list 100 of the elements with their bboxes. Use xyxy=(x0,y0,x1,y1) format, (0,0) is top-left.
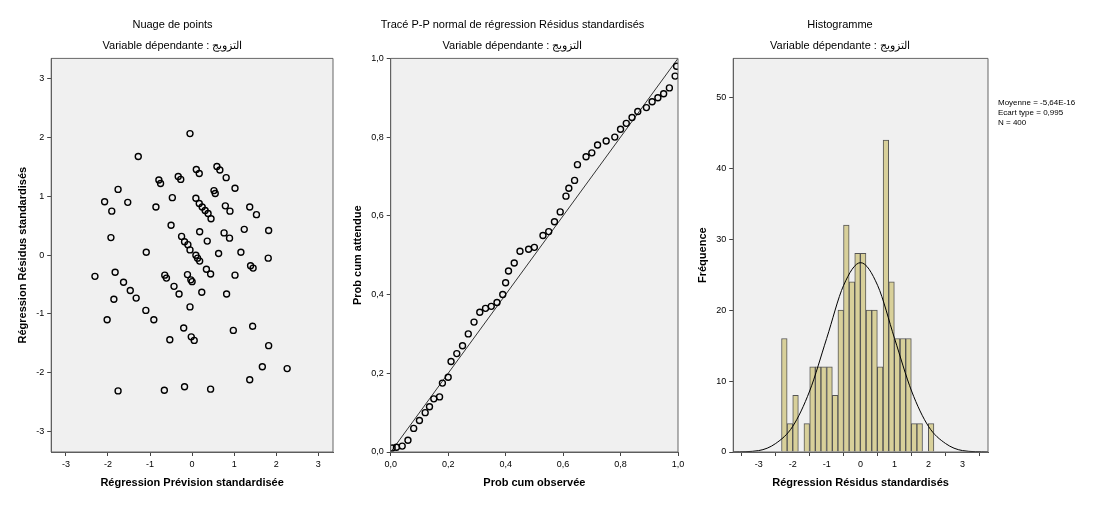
point xyxy=(654,94,662,102)
text: N = 400 xyxy=(998,118,1028,128)
point xyxy=(435,393,444,401)
y-tick-label: 0 xyxy=(721,446,727,457)
point xyxy=(464,330,472,338)
point xyxy=(398,442,406,450)
x-axis-title: Prob cum observée xyxy=(483,476,586,489)
chart-subtitle: Variable dépendante : التزويج xyxy=(442,38,583,52)
y-tick-label: 0,8 xyxy=(371,131,384,142)
x-tick-label: 1 xyxy=(892,458,898,469)
point xyxy=(481,304,490,313)
y-tick-label: 0 xyxy=(39,249,45,260)
x-tick-label: 0,6 xyxy=(556,458,570,469)
y-tick-label: -3 xyxy=(36,425,45,436)
point xyxy=(671,72,678,80)
y-tick-label: 10 xyxy=(716,375,727,386)
point xyxy=(550,218,559,226)
x-tick-label: 3 xyxy=(960,458,966,469)
point xyxy=(545,227,553,236)
point xyxy=(556,208,564,216)
point xyxy=(588,149,596,157)
y-tick-label: 0,2 xyxy=(371,367,384,378)
point xyxy=(493,298,501,307)
x-tick-label: -1 xyxy=(146,458,155,469)
point xyxy=(524,245,533,253)
point xyxy=(453,349,461,358)
point xyxy=(476,308,484,316)
point xyxy=(447,357,455,366)
x-tick-label: 1,0 xyxy=(671,458,685,469)
y-tick-label: -1 xyxy=(36,308,45,319)
y-axis-title: Régression Résidus standardisés xyxy=(15,166,28,344)
text: Ecart type = 0,995 xyxy=(998,108,1065,118)
point xyxy=(648,98,656,106)
point xyxy=(602,137,610,145)
y-tick-label: -2 xyxy=(36,367,45,378)
text: Moyenne = -5,64E-16 xyxy=(998,98,1077,108)
y-tick-label: 0,0 xyxy=(371,446,384,457)
x-tick-label: 2 xyxy=(926,458,932,469)
point xyxy=(404,436,412,444)
point xyxy=(516,247,524,255)
point xyxy=(392,443,401,451)
point xyxy=(421,408,429,417)
x-axis-title: Régression Prévision standardisée xyxy=(100,476,284,489)
point xyxy=(659,90,668,98)
y-tick-label: 30 xyxy=(716,233,727,244)
x-tick-label: -3 xyxy=(61,458,70,469)
point xyxy=(642,103,651,112)
y-tick-label: 0,6 xyxy=(371,210,384,221)
point xyxy=(616,125,625,133)
y-tick-label: 20 xyxy=(716,304,727,315)
point xyxy=(565,184,573,192)
point xyxy=(665,84,674,92)
point xyxy=(622,119,630,128)
x-tick-label: -2 xyxy=(788,458,797,469)
point xyxy=(628,113,636,122)
point xyxy=(530,243,539,252)
x-tick-label: 3 xyxy=(315,458,321,469)
point xyxy=(438,379,447,387)
x-axis-title: Régression Résidus standardisés xyxy=(772,476,949,489)
y-tick-label: 3 xyxy=(39,73,45,84)
y-tick-label: 2 xyxy=(39,132,45,143)
chart-title: Tracé P-P normal de régression Résidus standardisés xyxy=(380,17,645,30)
point xyxy=(593,141,602,149)
point xyxy=(430,395,438,403)
point xyxy=(634,107,642,116)
x-tick-label: 0,8 xyxy=(614,458,627,469)
x-tick-label: 0 xyxy=(189,458,195,469)
x-tick-label: 0 xyxy=(858,458,864,469)
chart-title: Histogramme xyxy=(807,17,873,30)
point xyxy=(415,416,424,425)
point xyxy=(458,342,467,350)
y-axis-title: Prob cum attendue xyxy=(350,205,363,306)
point xyxy=(499,290,507,299)
x-tick-label: 0,4 xyxy=(499,458,512,469)
chart-subtitle: Variable dépendante : التزويج xyxy=(770,38,910,52)
y-tick-label: 40 xyxy=(716,162,727,173)
x-tick-label: 2 xyxy=(273,458,279,469)
point xyxy=(539,231,547,240)
x-tick-label: -2 xyxy=(103,458,112,469)
x-tick-label: -3 xyxy=(754,458,763,469)
chart-title: Nuage de points xyxy=(132,17,214,30)
point xyxy=(444,373,452,381)
point xyxy=(611,133,619,141)
x-tick-label: 0,0 xyxy=(384,458,397,469)
y-tick-label: 50 xyxy=(716,91,727,102)
point xyxy=(487,302,495,311)
point xyxy=(582,153,590,161)
point xyxy=(409,424,418,433)
point xyxy=(504,267,513,275)
x-tick-label: -1 xyxy=(822,458,831,469)
chart-subtitle: Variable dépendante : التزويج xyxy=(102,38,243,52)
point xyxy=(470,318,478,326)
point xyxy=(562,192,570,200)
y-tick-label: 0,4 xyxy=(371,289,384,300)
x-tick-label: 1 xyxy=(231,458,237,469)
point xyxy=(501,279,510,287)
point xyxy=(570,176,579,185)
point xyxy=(510,259,518,267)
y-tick-label: 1 xyxy=(39,190,45,201)
x-tick-label: 0,2 xyxy=(441,458,455,469)
